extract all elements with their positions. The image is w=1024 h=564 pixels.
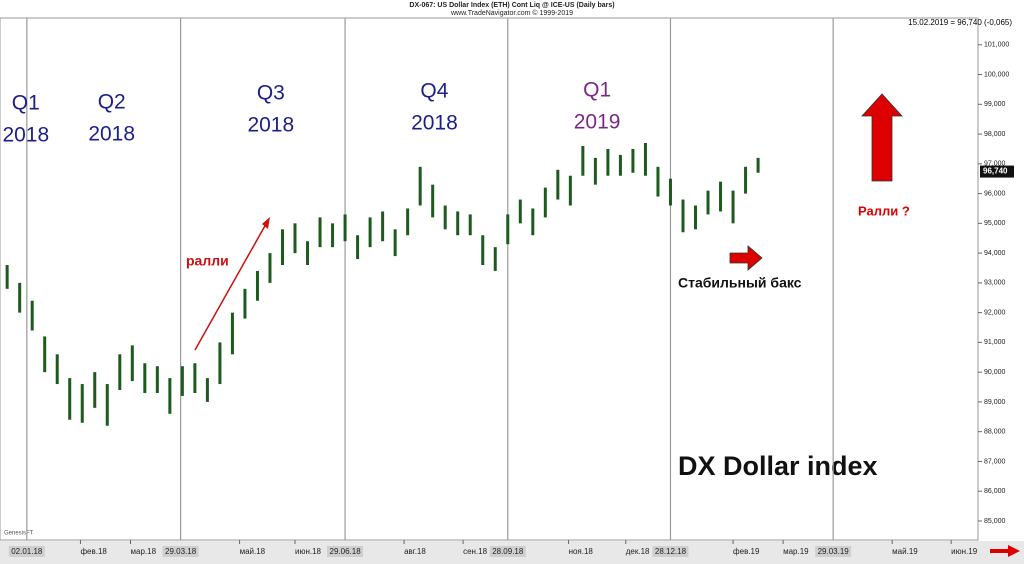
x-tick-label: фев.19 bbox=[733, 547, 760, 556]
y-tick-label: 87,000 bbox=[984, 458, 1006, 465]
quarter-year: 2019 bbox=[574, 111, 621, 134]
rally-question: Ралли ? bbox=[858, 203, 910, 218]
y-tick-label: 92,000 bbox=[984, 309, 1006, 316]
x-tick-label: 29.06.18 bbox=[330, 547, 362, 556]
y-tick-label: 100,000 bbox=[984, 71, 1009, 78]
y-tick-label: 98,000 bbox=[984, 131, 1006, 138]
up-arrow bbox=[861, 93, 903, 182]
x-tick-label: мар.18 bbox=[131, 547, 157, 556]
last-quote: 15.02.2019 = 96,740 (-0,065) bbox=[908, 18, 1012, 27]
quarter-label: Q4 bbox=[420, 80, 448, 103]
y-tick-label: 99,000 bbox=[984, 101, 1006, 108]
y-tick-label: 101,000 bbox=[984, 42, 1009, 49]
x-tick-label: май.18 bbox=[240, 547, 266, 556]
chart-subtitle: www.TradeNavigator.com © 1999-2019 bbox=[450, 9, 573, 17]
y-tick-label: 93,000 bbox=[984, 280, 1006, 287]
x-tick-label: ноя.18 bbox=[569, 547, 594, 556]
quarter-label: Q2 bbox=[98, 91, 126, 114]
rally-arrow-head bbox=[262, 217, 270, 229]
scroll-arrow bbox=[990, 545, 1020, 557]
plot-area bbox=[0, 17, 979, 541]
quarter-label: Q3 bbox=[257, 82, 285, 105]
x-tick-label: 29.03.18 bbox=[165, 547, 197, 556]
y-tick-label: 97,000 bbox=[984, 161, 1006, 168]
x-tick-label: сен.18 bbox=[463, 547, 488, 556]
rally-arrow bbox=[194, 223, 267, 351]
x-tick-label: авг.18 bbox=[404, 547, 426, 556]
y-tick-label: 94,000 bbox=[984, 250, 1006, 257]
last-value-label: 96,740 bbox=[983, 167, 1008, 176]
chart-title: DX-067: US Dollar Index (ETH) Cont Liq @… bbox=[409, 2, 614, 9]
y-tick-label: 96,000 bbox=[984, 190, 1006, 197]
quarter-label: Q1 bbox=[583, 79, 611, 102]
x-tick-box bbox=[652, 546, 689, 557]
watermark: DX Dollar index bbox=[678, 451, 878, 481]
quarter-year: 2018 bbox=[247, 114, 294, 137]
x-tick-label: май.19 bbox=[892, 547, 918, 556]
x-tick-label: дек.18 bbox=[626, 547, 650, 556]
y-tick-label: 89,000 bbox=[984, 399, 1006, 406]
quarter-year: 2018 bbox=[88, 123, 135, 146]
x-tick-label: фев.18 bbox=[80, 547, 107, 556]
x-tick-box bbox=[327, 546, 364, 557]
quarter-year: 2018 bbox=[2, 124, 49, 147]
x-tick-box bbox=[489, 546, 526, 557]
x-tick-label: 28.09.18 bbox=[492, 547, 524, 556]
x-tick-label: июн.19 bbox=[951, 547, 978, 556]
y-tick-label: 88,000 bbox=[984, 429, 1006, 436]
y-tick-label: 90,000 bbox=[984, 369, 1006, 376]
rally-label: ралли bbox=[186, 253, 229, 269]
x-tick-label: 29.03.19 bbox=[818, 547, 850, 556]
quarter-label: Q1 bbox=[12, 92, 40, 115]
y-tick-label: 91,000 bbox=[984, 339, 1006, 346]
flat-arrow bbox=[729, 245, 763, 271]
x-tick-label: июн.18 bbox=[295, 547, 322, 556]
y-tick-label: 86,000 bbox=[984, 488, 1006, 495]
x-tick-label: 28.12.18 bbox=[655, 547, 687, 556]
x-tick-box bbox=[162, 546, 199, 557]
x-tick-box bbox=[8, 546, 45, 557]
quarter-year: 2018 bbox=[411, 112, 458, 135]
source: GenesisFT bbox=[4, 531, 34, 537]
last-value-box bbox=[980, 165, 1014, 178]
x-tick-box bbox=[815, 546, 852, 557]
y-tick-label: 95,000 bbox=[984, 220, 1006, 227]
x-tick-label: 02.01.18 bbox=[11, 547, 43, 556]
x-tick-label: мар.19 bbox=[783, 547, 809, 556]
y-tick-label: 85,000 bbox=[984, 518, 1006, 525]
stable-label: Стабильный бакс bbox=[678, 275, 802, 291]
